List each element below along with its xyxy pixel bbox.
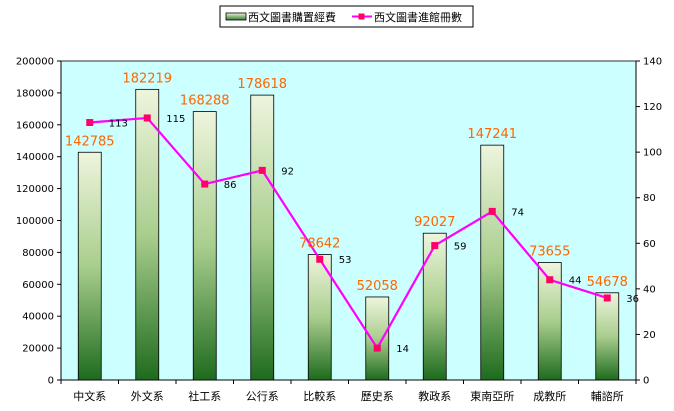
- line-series: [86, 114, 611, 352]
- bar-value-label: 78642: [299, 237, 340, 252]
- bar: [595, 292, 620, 381]
- bar: [250, 94, 275, 381]
- left-tick-label: 0: [48, 376, 54, 387]
- bar: [192, 111, 217, 381]
- left-tick-label: 200000: [16, 57, 54, 68]
- left-tick-label: 40000: [22, 312, 54, 323]
- bar: [422, 232, 447, 381]
- bar: [365, 296, 390, 381]
- line-marker: [431, 242, 439, 250]
- legend-line-marker: [358, 13, 365, 20]
- category-label: 歷史系: [361, 390, 394, 403]
- line-value-label: 74: [511, 207, 524, 218]
- left-tick-label: 20000: [22, 344, 54, 355]
- bar: [135, 88, 160, 381]
- left-tick-label: 80000: [22, 248, 54, 259]
- line-value-label: 92: [281, 166, 294, 177]
- bar-value-label: 142785: [65, 134, 115, 149]
- category-label: 教政系: [418, 389, 451, 403]
- category-label: 輔諮所: [591, 389, 624, 403]
- line-marker: [258, 166, 266, 174]
- right-tick-label: 80: [643, 193, 656, 204]
- line-marker: [201, 180, 209, 188]
- line-value-label: 115: [166, 114, 185, 125]
- bar-value-label: 92027: [414, 215, 455, 230]
- left-tick-label: 140000: [16, 152, 54, 163]
- legend-bar-swatch: [225, 12, 247, 21]
- bar-value-label: 54678: [587, 275, 628, 290]
- bar: [307, 254, 332, 381]
- line-marker: [143, 114, 151, 122]
- line-value-label: 14: [396, 344, 409, 355]
- category-label: 社工系: [188, 389, 221, 403]
- bar-value-label: 73655: [529, 245, 570, 260]
- right-tick-label: 140: [643, 57, 662, 68]
- right-tick-label: 60: [643, 239, 656, 250]
- line-value-label: 59: [454, 242, 467, 253]
- category-labels: 中文系 外文系 社工系 公行系 比較系 歷史系 教政系 東南亞所 成教所 輔諮所: [73, 389, 624, 403]
- bar-value-label: 147241: [467, 127, 517, 142]
- left-tick-label: 160000: [16, 120, 54, 131]
- right-tick-label: 0: [643, 376, 649, 387]
- line-value-label: 44: [569, 276, 582, 287]
- category-label: 成教所: [533, 390, 566, 403]
- line-marker: [488, 207, 496, 215]
- bar-value-label: 178618: [237, 77, 287, 92]
- bar-series: [77, 88, 620, 381]
- legend: 西文圖書購置經費 西文圖書進館冊數: [219, 5, 474, 28]
- bar: [537, 262, 562, 381]
- bar-value-label: 52058: [357, 279, 398, 294]
- left-tick-label: 120000: [16, 184, 54, 195]
- bar-value-labels: 142785 182219 168288 178618 78642 52058 92027 1…: [65, 71, 628, 294]
- bar-value-label: 182219: [122, 71, 172, 86]
- legend-bar-label: 西文圖書購置經費: [248, 10, 336, 24]
- category-label: 外文系: [131, 389, 164, 403]
- bar: [480, 144, 505, 381]
- right-axis-ticks: 0 20 40 60 80 100 120 140: [636, 57, 662, 387]
- bar-value-label: 168288: [180, 94, 230, 109]
- right-tick-label: 20: [643, 330, 656, 341]
- line-value-label: 53: [339, 255, 352, 266]
- line-marker: [546, 276, 554, 284]
- left-axis-ticks: 0 20000 40000 60000 80000 100000 120000 140000 1…: [16, 57, 637, 387]
- line-value-labels: 113 115 86 92 53 14 59 74 44 36: [109, 114, 639, 355]
- line-value-label: 86: [224, 180, 237, 191]
- left-tick-label: 180000: [16, 88, 54, 99]
- legend-line-label: 西文圖書進館冊數: [374, 10, 462, 24]
- category-label: 公行系: [246, 390, 279, 403]
- line-marker: [603, 294, 611, 302]
- category-label: 東南亞所: [470, 390, 514, 403]
- line-value-label: 113: [109, 119, 128, 130]
- left-tick-label: 60000: [22, 280, 54, 291]
- line-marker: [316, 255, 324, 263]
- line-path: [89, 116, 608, 351]
- right-tick-label: 100: [643, 148, 662, 159]
- line-value-label: 36: [626, 294, 639, 305]
- line-marker: [373, 344, 381, 352]
- right-tick-label: 40: [643, 284, 656, 295]
- right-tick-label: 120: [643, 102, 662, 113]
- bar: [77, 151, 102, 381]
- category-label: 比較系: [303, 389, 336, 403]
- category-label: 中文系: [73, 389, 106, 403]
- left-tick-label: 100000: [16, 216, 54, 227]
- line-marker: [86, 119, 94, 127]
